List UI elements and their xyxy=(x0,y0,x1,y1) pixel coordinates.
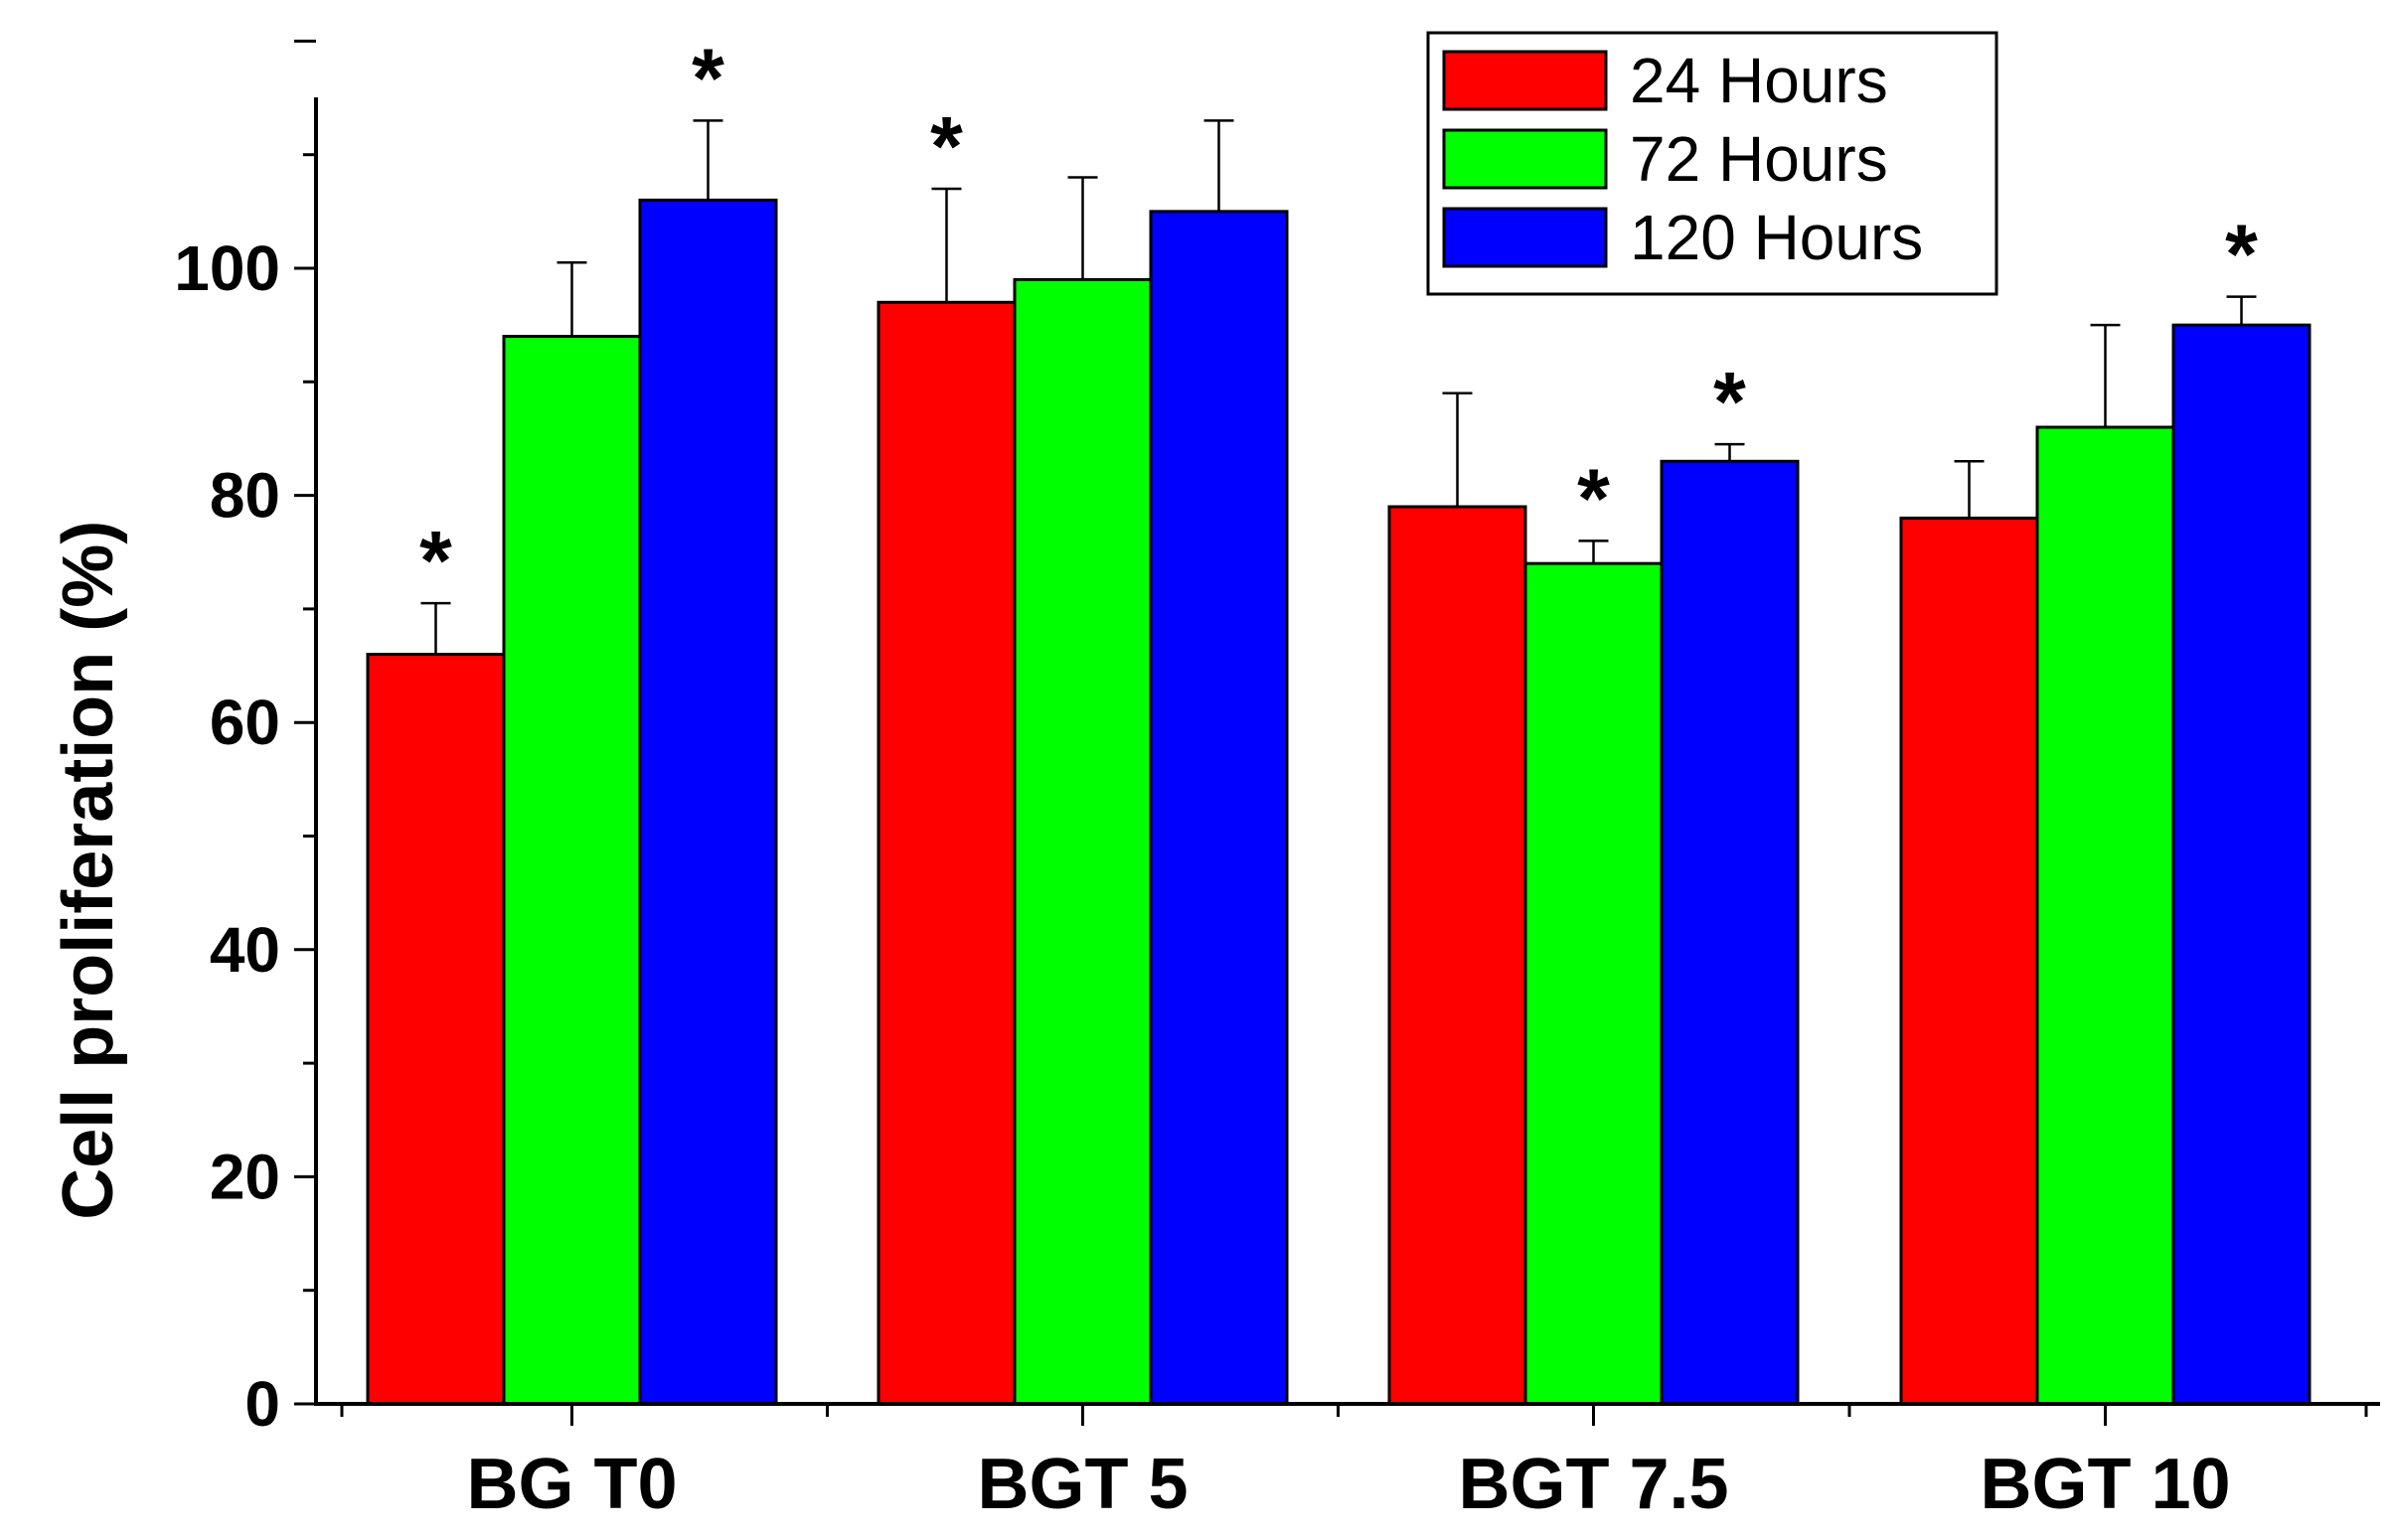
bar-72-hours-bgt-5 xyxy=(1013,277,1153,1406)
bars-group xyxy=(366,198,2312,1406)
y-tick-label: 20 xyxy=(210,1141,280,1212)
bar-72-hours-bgt-10 xyxy=(2035,425,2175,1406)
significance-star: * xyxy=(692,31,724,124)
y-tick-label: 100 xyxy=(174,232,280,304)
significance-star: * xyxy=(419,514,452,607)
x-tick-label: BGT 7.5 xyxy=(1458,1445,1728,1524)
x-tick-label: BGT 5 xyxy=(977,1445,1188,1524)
y-tick-label: 80 xyxy=(210,460,280,532)
bar-72-hours-bgt-7-5 xyxy=(1523,561,1664,1406)
x-tick-label: BGT 10 xyxy=(1980,1445,2230,1524)
legend-label: 24 Hours xyxy=(1630,45,1888,116)
bar-120-hours-bg-t0 xyxy=(638,198,778,1406)
bar-120-hours-bgt-10 xyxy=(2171,323,2312,1406)
bar-120-hours-bgt-7-5 xyxy=(1660,459,1800,1406)
legend-label: 72 Hours xyxy=(1630,123,1888,195)
axes-group xyxy=(314,97,2380,1406)
legend-swatch-120-hours xyxy=(1442,207,1608,268)
error-bars-group xyxy=(420,119,2257,655)
y-tick-label: 0 xyxy=(244,1368,280,1440)
y-tick-label: 40 xyxy=(210,914,280,986)
legend-swatch-24-hours xyxy=(1442,50,1608,111)
bar-24-hours-bgt-7-5 xyxy=(1387,505,1527,1406)
bar-72-hours-bg-t0 xyxy=(502,335,642,1406)
y-tick-label: 60 xyxy=(210,687,280,758)
significance-markers-group: * * * * * * xyxy=(419,31,2258,607)
y-ticks-group: 0 20 40 60 80 100 xyxy=(174,39,316,1440)
x-tick-labels-group: BG T0 BGT 5 BGT 7.5 BGT 10 xyxy=(340,1404,2368,1524)
significance-star: * xyxy=(2225,208,2258,301)
y-axis-title: Cell proliferation (%) xyxy=(49,521,128,1220)
x-tick-label: BG T0 xyxy=(466,1445,677,1524)
legend-label: 120 Hours xyxy=(1630,202,1923,273)
legend-swatch-72-hours xyxy=(1442,128,1608,190)
bar-120-hours-bgt-5 xyxy=(1149,210,1289,1406)
significance-star: * xyxy=(930,99,963,193)
bar-24-hours-bgt-10 xyxy=(1899,516,2039,1406)
bar-24-hours-bg-t0 xyxy=(366,653,506,1406)
significance-star: * xyxy=(1577,451,1610,544)
bar-24-hours-bgt-5 xyxy=(877,300,1017,1406)
significance-star: * xyxy=(1713,355,1746,448)
